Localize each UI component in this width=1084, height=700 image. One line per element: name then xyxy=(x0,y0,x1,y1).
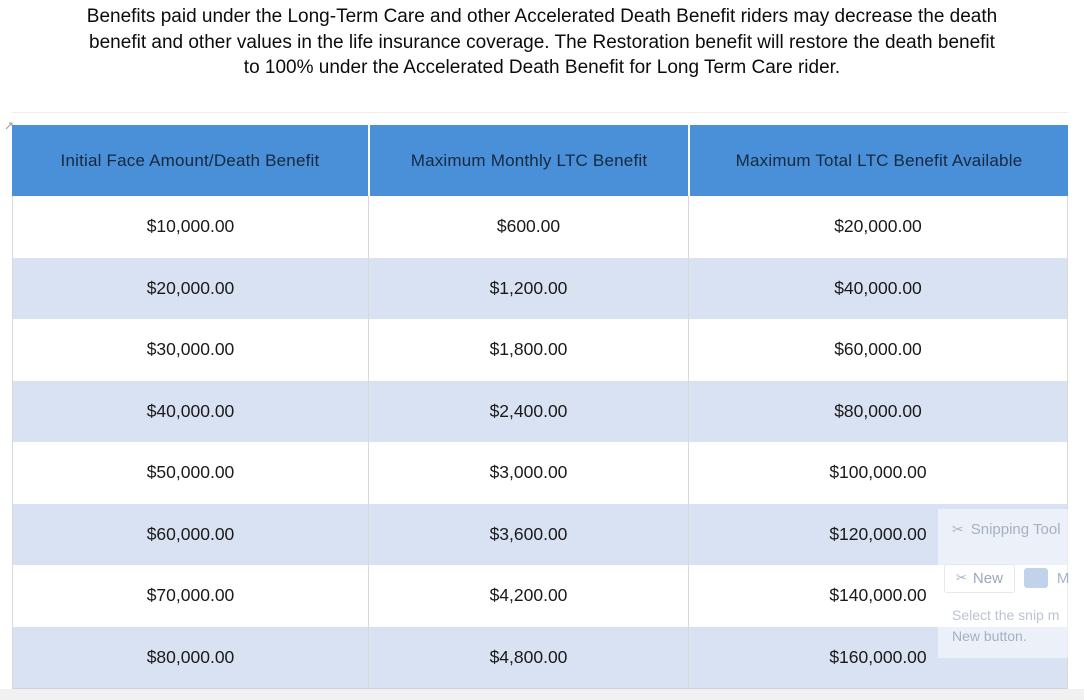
cell-total-benefit: $160,000.00 xyxy=(688,626,1067,688)
cell-monthly-benefit: $4,200.00 xyxy=(368,565,688,627)
intro-line-2: benefit and other values in the life ins… xyxy=(89,31,995,53)
column-header-initial-face-amount: Initial Face Amount/Death Benefit xyxy=(12,125,368,196)
cell-total-benefit: $100,000.00 xyxy=(688,442,1067,504)
hint-line-1: Select the snip m xyxy=(952,607,1060,623)
cell-face-amount: $10,000.00 xyxy=(146,216,235,237)
cell-face-amount: $30,000.00 xyxy=(146,339,235,360)
new-snip-label: New xyxy=(972,569,1003,587)
table-row: $20,000.00 $1,200.00 $40,000.00 xyxy=(13,257,1067,319)
cell-monthly-benefit: $4,800.00 xyxy=(368,626,688,688)
table-row: $60,000.00 $3,600.00 $120,000.00 xyxy=(13,503,1067,565)
column-header-max-total-ltc: Maximum Total LTC Benefit Available xyxy=(688,125,1068,196)
cell-total-benefit: $80,000.00 xyxy=(688,380,1067,442)
table-row: $80,000.00 $4,800.00 $160,000.00 xyxy=(13,626,1067,688)
mode-icon[interactable] xyxy=(1023,568,1048,588)
cell-total-benefit: $60,000.00 xyxy=(688,319,1067,381)
cell-face-amount: $70,000.00 xyxy=(146,585,235,606)
table-row: $40,000.00 $2,400.00 $80,000.00 xyxy=(13,380,1067,442)
cell-face-amount: $40,000.00 xyxy=(146,400,235,421)
bottom-strip xyxy=(0,689,1084,700)
table-row: $70,000.00 $4,200.00 $140,000.00 xyxy=(13,565,1067,627)
cell-face-amount: $60,000.00 xyxy=(146,523,235,544)
snipping-tool-toolbar: ✂ New M xyxy=(944,561,1069,595)
snipping-tool-hint: Select the snip m New button. xyxy=(952,605,1059,647)
cell-monthly-benefit: $1,800.00 xyxy=(368,319,688,381)
benefits-table: Initial Face Amount/Death Benefit Maximu… xyxy=(12,125,1068,689)
cell-face-amount: $80,000.00 xyxy=(146,646,235,667)
table-row: $50,000.00 $3,000.00 $100,000.00 xyxy=(13,442,1067,504)
table-row: $30,000.00 $1,800.00 $60,000.00 xyxy=(13,319,1067,381)
cell-total-benefit: $120,000.00 xyxy=(688,503,1067,565)
cell-total-benefit: $20,000.00 xyxy=(688,196,1067,258)
table-header-row: Initial Face Amount/Death Benefit Maximu… xyxy=(12,125,1068,196)
cell-monthly-benefit: $1,200.00 xyxy=(368,257,688,319)
column-header-max-monthly-ltc: Maximum Monthly LTC Benefit xyxy=(368,125,688,196)
scissors-icon: ✂ xyxy=(956,570,967,585)
cell-monthly-benefit: $3,600.00 xyxy=(368,503,688,565)
cell-monthly-benefit: $600.00 xyxy=(368,196,688,258)
mode-button-label[interactable]: M xyxy=(1056,569,1070,587)
table-outline-line xyxy=(12,112,1068,113)
intro-paragraph: Benefits paid under the Long-Term Care a… xyxy=(0,4,1084,81)
cell-total-benefit: $140,000.00 xyxy=(688,565,1067,627)
intro-line-3: to 100% under the Accelerated Death Bene… xyxy=(243,57,841,78)
scissors-icon: ✂ xyxy=(952,521,964,537)
table-body: $10,000.00 $600.00 $20,000.00 $20,000.00… xyxy=(12,196,1068,689)
cell-monthly-benefit: $2,400.00 xyxy=(368,380,688,442)
new-snip-button[interactable]: ✂ New xyxy=(944,563,1015,593)
snipping-tool-titlebar: ✂ Snipping Tool xyxy=(952,521,1061,538)
table-row: $10,000.00 $600.00 $20,000.00 xyxy=(13,196,1067,258)
cell-monthly-benefit: $3,000.00 xyxy=(368,442,688,504)
snipping-tool-window: ✂ Snipping Tool ✂ New M Select the snip … xyxy=(938,509,1084,658)
intro-line-1: Benefits paid under the Long-Term Care a… xyxy=(86,6,998,27)
cell-face-amount: $50,000.00 xyxy=(146,462,235,483)
hint-line-2: New button. xyxy=(952,628,1027,644)
snipping-tool-title: Snipping Tool xyxy=(970,521,1061,538)
cell-total-benefit: $40,000.00 xyxy=(688,257,1067,319)
cell-face-amount: $20,000.00 xyxy=(146,277,235,298)
